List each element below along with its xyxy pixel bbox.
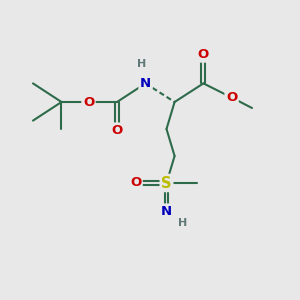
Text: N: N	[161, 205, 172, 218]
Text: O: O	[83, 95, 94, 109]
Text: N: N	[140, 77, 151, 90]
Text: O: O	[130, 176, 141, 190]
Text: O: O	[226, 91, 237, 104]
Text: O: O	[111, 124, 123, 137]
Text: H: H	[137, 58, 146, 69]
Text: H: H	[178, 218, 187, 229]
Text: O: O	[198, 48, 209, 61]
Text: S: S	[161, 176, 172, 190]
